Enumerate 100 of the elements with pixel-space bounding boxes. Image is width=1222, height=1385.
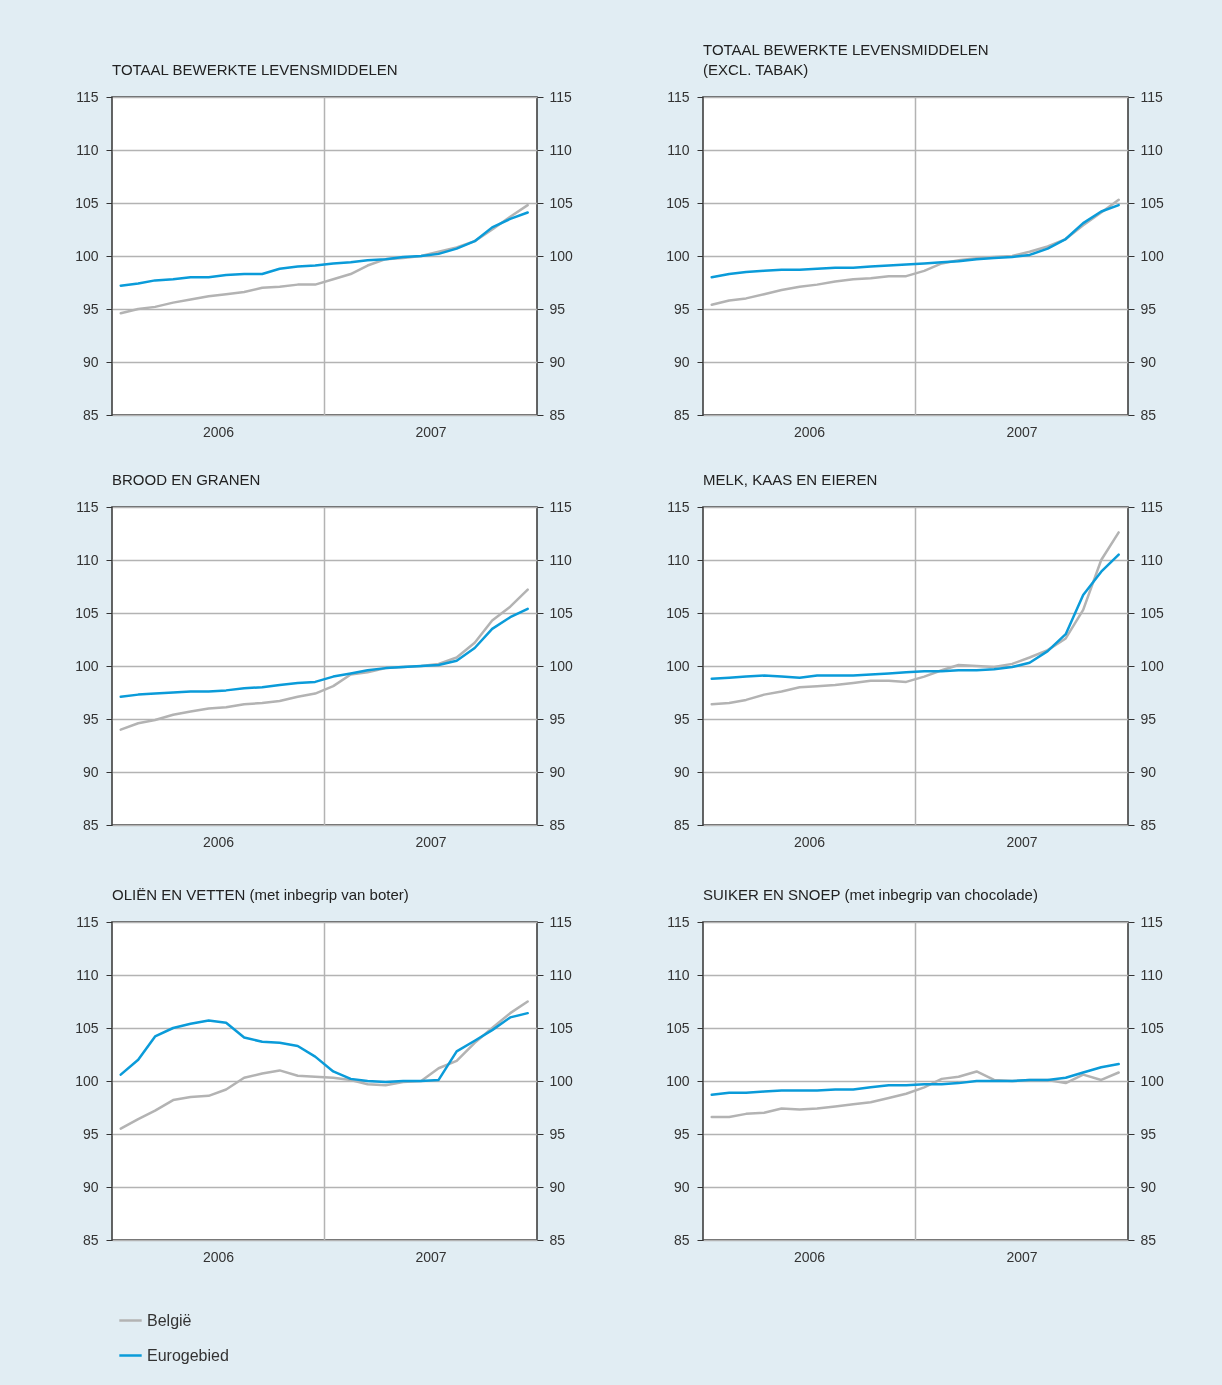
line-series [710, 203, 1120, 279]
y2-tick-label: 90 [549, 1178, 566, 1195]
x-tick-label: 2007 [1006, 1248, 1038, 1265]
y2-tick-label: 115 [549, 913, 573, 930]
y2-tick-label: 95 [1140, 710, 1157, 727]
y2-tick-label: 105 [549, 604, 574, 621]
y-tick-label: 100 [666, 1072, 690, 1089]
y2-tick-label: 95 [1140, 300, 1157, 317]
y-tick-label: 100 [75, 1072, 99, 1089]
line-series [119, 211, 529, 287]
y2-tick-label: 95 [549, 710, 566, 727]
y-tick-label: 90 [673, 1178, 690, 1195]
y-tick-label: 100 [666, 657, 690, 674]
y-tick-label: 105 [666, 604, 690, 621]
y-tick-label: 85 [673, 406, 690, 423]
y-tick-label: 90 [82, 763, 99, 780]
y2-tick-label: 105 [1140, 194, 1165, 211]
y-tick-label: 85 [82, 406, 99, 423]
y2-tick-label: 100 [1140, 247, 1165, 264]
x-tick-label: 2006 [793, 833, 826, 850]
y2-tick-label: 100 [549, 657, 574, 674]
y-tick-label: 100 [666, 247, 690, 264]
chart-title: SUIKER EN SNOEP (met inbegrip van chocolade) [703, 886, 1038, 903]
line-series [119, 607, 529, 698]
y-tick-label: 85 [82, 1231, 99, 1248]
y-tick-label: 90 [673, 763, 690, 780]
y2-tick-label: 90 [1140, 763, 1157, 780]
x-tick-label: 2006 [202, 423, 235, 440]
y-tick-label: 85 [82, 816, 99, 833]
y-tick-label: 95 [673, 710, 690, 727]
chart-title: MELK, KAAS EN EIEREN [703, 471, 878, 488]
y-tick-label: 110 [76, 551, 99, 568]
y-tick-label: 100 [75, 657, 99, 674]
y-tick-label: 110 [667, 966, 690, 983]
y-tick-label: 100 [75, 247, 99, 264]
y-tick-label: 110 [76, 141, 99, 158]
y-tick-label: 95 [82, 300, 99, 317]
y-tick-label: 105 [666, 1019, 690, 1036]
y-tick-label: 90 [82, 1178, 99, 1195]
y-tick-label: 115 [667, 913, 690, 930]
x-tick-label: 2007 [1006, 423, 1038, 440]
y-tick-label: 110 [667, 551, 690, 568]
y2-tick-label: 95 [549, 1125, 566, 1142]
y2-tick-label: 110 [549, 966, 573, 983]
y2-tick-label: 85 [549, 1231, 566, 1248]
y-tick-label: 105 [75, 1019, 99, 1036]
y-tick-label: 95 [673, 1125, 690, 1142]
line-series [119, 1011, 529, 1084]
line-series [710, 1062, 1120, 1097]
y2-tick-label: 105 [1140, 1019, 1165, 1036]
y-tick-label: 90 [82, 353, 99, 370]
y2-tick-label: 90 [549, 353, 566, 370]
y-tick-label: 110 [667, 141, 690, 158]
y-tick-label: 105 [75, 194, 99, 211]
y2-tick-label: 90 [549, 763, 566, 780]
x-tick-label: 2006 [202, 833, 235, 850]
y2-tick-label: 115 [1140, 88, 1164, 105]
y-tick-label: 115 [667, 498, 690, 515]
y-tick-label: 95 [673, 300, 690, 317]
y-tick-label: 110 [76, 966, 99, 983]
y-tick-label: 105 [666, 194, 690, 211]
chart-title: OLIËN EN VETTEN (met inbegrip van boter) [112, 886, 409, 903]
y-tick-label: 115 [76, 913, 99, 930]
y2-tick-label: 105 [1140, 604, 1165, 621]
y-tick-label: 85 [673, 1231, 690, 1248]
legend-label: België [147, 1311, 192, 1329]
y-tick-label: 90 [673, 353, 690, 370]
x-tick-label: 2006 [793, 1248, 826, 1265]
y2-tick-label: 85 [1140, 816, 1157, 833]
y2-tick-label: 85 [1140, 406, 1157, 423]
y2-tick-label: 95 [549, 300, 566, 317]
y2-tick-label: 115 [1140, 498, 1164, 515]
y2-tick-label: 95 [1140, 1125, 1157, 1142]
y2-tick-label: 85 [549, 406, 566, 423]
y-tick-label: 115 [667, 88, 690, 105]
y-tick-label: 115 [76, 498, 99, 515]
y2-tick-label: 90 [1140, 353, 1157, 370]
line-series [710, 553, 1120, 680]
y-tick-label: 95 [82, 710, 99, 727]
y2-tick-label: 105 [549, 1019, 574, 1036]
y2-tick-label: 110 [1140, 551, 1164, 568]
y-tick-label: 85 [673, 816, 690, 833]
y-tick-label: 115 [76, 88, 99, 105]
y2-tick-label: 100 [549, 247, 574, 264]
x-tick-label: 2007 [1006, 833, 1038, 850]
x-tick-label: 2006 [202, 1248, 235, 1265]
x-tick-label: 2007 [415, 833, 447, 850]
y2-tick-label: 110 [1140, 966, 1164, 983]
y2-tick-label: 110 [549, 551, 573, 568]
chart-title: BROOD EN GRANEN [112, 471, 261, 488]
y2-tick-label: 115 [549, 498, 573, 515]
chart-title: TOTAAL BEWERKTE LEVENSMIDDELEN (EXCL. TABAK) [703, 41, 989, 78]
y2-tick-label: 85 [1140, 1231, 1157, 1248]
y2-tick-label: 105 [549, 194, 574, 211]
y2-tick-label: 115 [549, 88, 573, 105]
y-tick-label: 105 [75, 604, 99, 621]
chart-title: TOTAAL BEWERKTE LEVENSMIDDELEN [112, 61, 398, 78]
x-tick-label: 2006 [793, 423, 826, 440]
y2-tick-label: 110 [549, 141, 573, 158]
x-tick-label: 2007 [415, 1248, 447, 1265]
